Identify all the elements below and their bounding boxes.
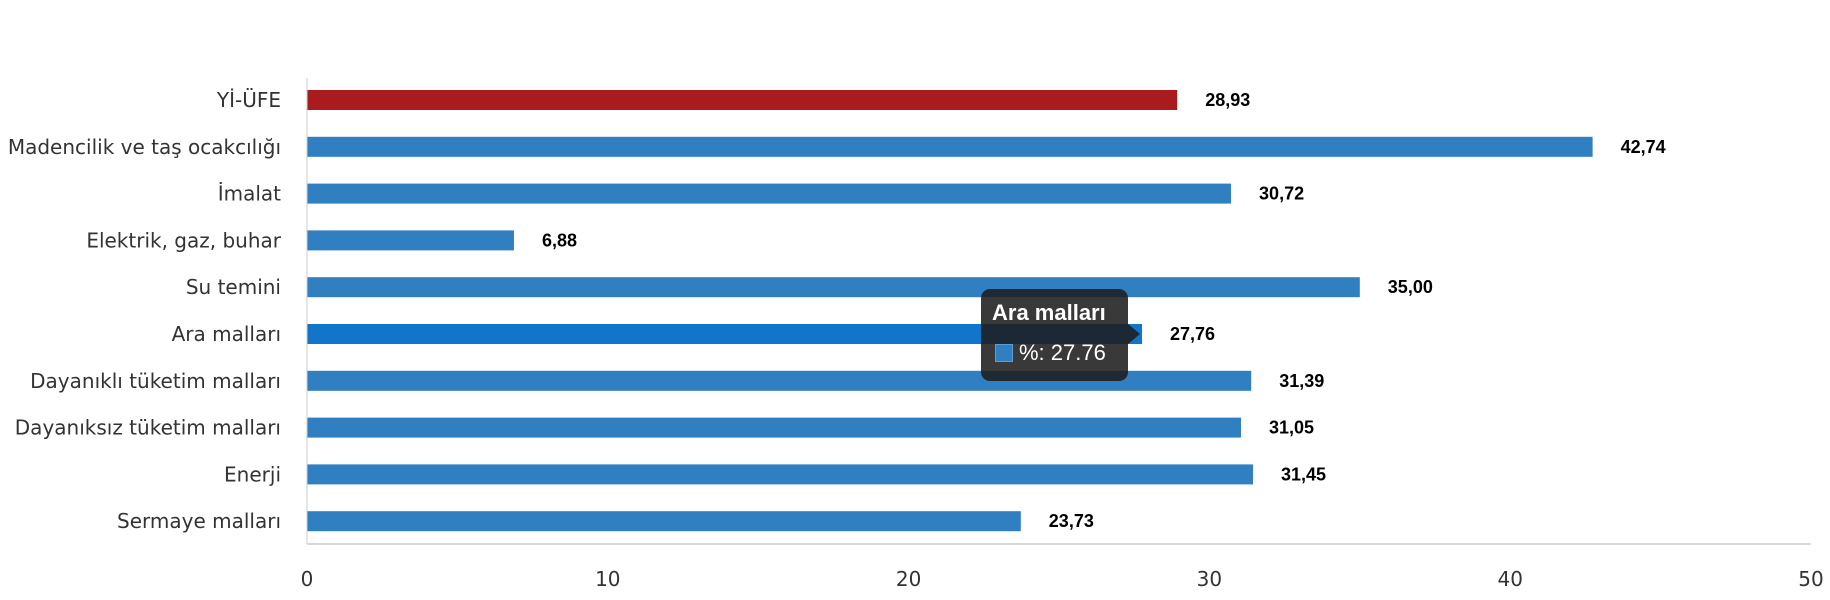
category-label: Dayanıklı tüketim malları [30,369,281,393]
data-label: 31,39 [1279,371,1324,391]
category-label: Enerji [224,462,281,486]
bars-group [307,90,1593,532]
x-tick-label: 30 [1197,567,1222,591]
bar-9[interactable] [307,511,1021,532]
category-label: Su temini [186,275,281,299]
category-labels: Yİ-ÜFE Madencilik ve taş ocakcılığı İmalat… [8,88,282,533]
tooltip-value: %: 27.76 [1019,340,1106,365]
data-label: 6,88 [542,230,577,250]
x-tick-label: 10 [595,567,620,591]
bar-8[interactable] [307,464,1254,485]
data-label: 31,05 [1269,418,1314,438]
bar-1[interactable] [307,136,1593,157]
data-label: 35,00 [1388,277,1433,297]
tooltip-value-row: %: 27.76 [995,340,1106,366]
tooltip: Ara malları %: 27.76 [981,289,1140,381]
category-label: Sermaye malları [117,509,281,533]
category-label: Dayanıksız tüketim malları [15,416,281,440]
category-label: Elektrik, gaz, buhar [86,228,281,252]
tooltip-title: Ara malları [992,300,1106,325]
data-label: 42,74 [1621,137,1666,157]
tooltip-series-swatch [995,344,1013,362]
data-label: 30,72 [1259,184,1304,204]
x-axis: 0 10 20 30 40 50 [301,78,1824,591]
bar-7[interactable] [307,417,1241,438]
data-label: 23,73 [1049,511,1094,531]
data-labels: 28,93 42,74 30,72 6,88 35,00 27,76 31,39 31,05 3… [542,90,1666,531]
x-tick-label: 20 [896,567,921,591]
data-label: 28,93 [1205,90,1250,110]
bar-4[interactable] [307,277,1360,298]
category-label: İmalat [218,182,281,206]
data-label: 31,45 [1281,464,1326,484]
tooltip-pointer-icon [1128,324,1140,344]
category-label: Madencilik ve taş ocakcılığı [8,135,281,159]
bar-2[interactable] [307,183,1232,204]
bar-3[interactable] [307,230,514,251]
bar-5[interactable] [307,324,1143,344]
bar-0[interactable] [307,90,1178,110]
category-label: Yİ-ÜFE [216,88,281,112]
category-label: Ara malları [172,322,281,346]
x-tick-label: 40 [1497,567,1522,591]
x-tick-label: 0 [301,567,314,591]
data-label: 27,76 [1170,324,1215,344]
x-tick-label: 50 [1798,567,1823,591]
